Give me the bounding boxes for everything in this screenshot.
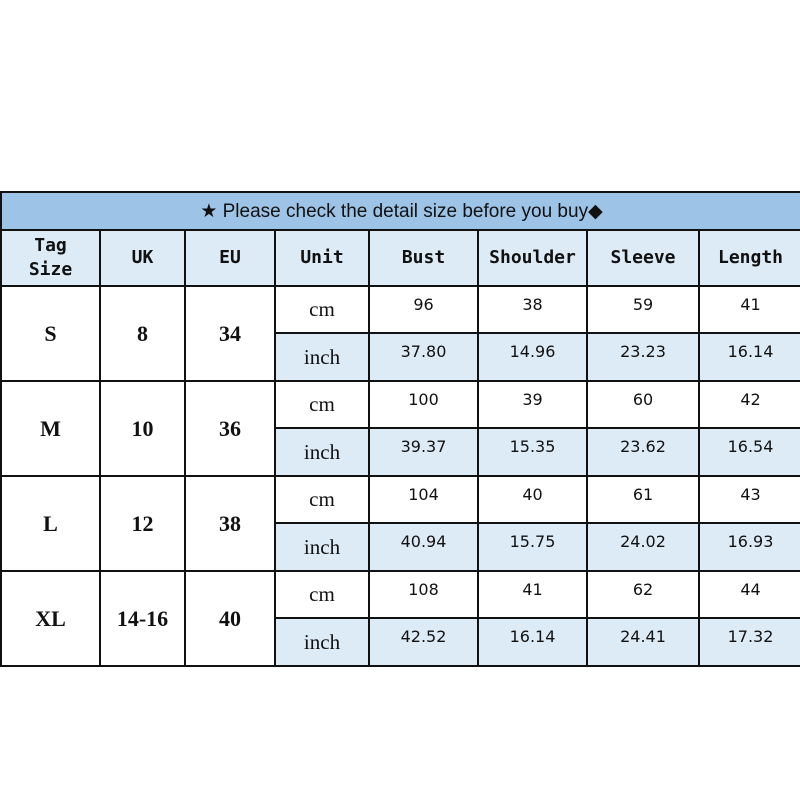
bust-cm-cell: 104 (368, 475, 479, 524)
table-row-inch: inch 42.52 16.14 24.41 17.32 (1, 617, 800, 667)
bust-inch-cell: 39.37 (368, 427, 479, 477)
shoulder-inch-cell: 15.75 (477, 522, 588, 572)
header-uk: UK (99, 229, 186, 287)
header-eu: EU (184, 229, 276, 287)
eu-size-cell: 38 (184, 475, 276, 572)
unit-cell-cm: cm (274, 285, 370, 334)
sleeve-cm-cell: 61 (586, 475, 700, 524)
table-title: ★ Please check the detail size before yo… (0, 191, 800, 231)
header-length: Length (698, 229, 800, 287)
sleeve-inch-cell: 24.02 (586, 522, 700, 572)
unit-cell-inch: inch (274, 427, 370, 477)
sleeve-inch-cell: 24.41 (586, 617, 700, 667)
sleeve-cm-cell: 62 (586, 570, 700, 619)
unit-cell-cm: cm (274, 570, 370, 619)
unit-cell-inch: inch (274, 332, 370, 382)
uk-size-cell: 12 (99, 475, 186, 572)
length-cm-cell: 42 (698, 380, 800, 429)
length-cm-cell: 43 (698, 475, 800, 524)
header-sleeve: Sleeve (586, 229, 700, 287)
table-row-cm: M 10 36 cm 100 39 60 42 (0, 380, 800, 477)
eu-size-cell: 36 (184, 380, 276, 477)
header-bust: Bust (368, 229, 479, 287)
bust-cm-cell: 100 (368, 380, 479, 429)
unit-cell-inch: inch (274, 522, 370, 572)
uk-size-cell: 8 (99, 285, 186, 382)
length-cm-cell: 41 (698, 285, 800, 334)
bust-cm-cell: 108 (368, 570, 479, 619)
shoulder-cm-cell: 38 (477, 285, 588, 334)
length-inch-cell: 17.32 (698, 617, 800, 667)
length-inch-cell: 16.14 (698, 332, 800, 382)
sleeve-inch-cell: 23.62 (586, 427, 700, 477)
header-unit: Unit (274, 229, 370, 287)
length-inch-cell: 16.93 (698, 522, 800, 572)
table-row-cm: XL 14-16 40 cm 108 41 62 44 (0, 570, 800, 667)
table-row-cm: S 8 34 cm 96 38 59 41 (0, 285, 800, 382)
tag-size-cell: L (0, 475, 101, 572)
shoulder-inch-cell: 16.14 (477, 617, 588, 667)
tag-size-cell: XL (0, 570, 101, 667)
uk-size-cell: 14-16 (99, 570, 186, 667)
shoulder-cm-cell: 41 (477, 570, 588, 619)
table-row-inch: inch 39.37 15.35 23.62 16.54 (1, 427, 800, 477)
sleeve-cm-cell: 60 (586, 380, 700, 429)
uk-size-cell: 10 (99, 380, 186, 477)
header-tag-size: Tag Size (0, 229, 101, 287)
bust-inch-cell: 40.94 (368, 522, 479, 572)
shoulder-cm-cell: 40 (477, 475, 588, 524)
header-row: Tag Size UK EU Unit Bust Shoulder Sleeve… (0, 229, 800, 287)
tag-size-cell: S (0, 285, 101, 382)
bust-cm-cell: 96 (368, 285, 479, 334)
unit-cell-cm: cm (274, 475, 370, 524)
length-cm-cell: 44 (698, 570, 800, 619)
shoulder-inch-cell: 14.96 (477, 332, 588, 382)
table-row-cm: L 12 38 cm 104 40 61 43 (0, 475, 800, 572)
eu-size-cell: 40 (184, 570, 276, 667)
sleeve-inch-cell: 23.23 (586, 332, 700, 382)
unit-cell-inch: inch (274, 617, 370, 667)
table-row-inch: inch 37.80 14.96 23.23 16.14 (1, 332, 800, 382)
shoulder-inch-cell: 15.35 (477, 427, 588, 477)
length-inch-cell: 16.54 (698, 427, 800, 477)
bust-inch-cell: 37.80 (368, 332, 479, 382)
table-row-inch: inch 40.94 15.75 24.02 16.93 (1, 522, 800, 572)
size-chart-table: ★ Please check the detail size before yo… (0, 191, 800, 667)
header-shoulder: Shoulder (477, 229, 588, 287)
tag-size-cell: M (0, 380, 101, 477)
sleeve-cm-cell: 59 (586, 285, 700, 334)
header-tag-size-label: Tag Size (28, 235, 73, 280)
unit-cell-cm: cm (274, 380, 370, 429)
eu-size-cell: 34 (184, 285, 276, 382)
bust-inch-cell: 42.52 (368, 617, 479, 667)
shoulder-cm-cell: 39 (477, 380, 588, 429)
